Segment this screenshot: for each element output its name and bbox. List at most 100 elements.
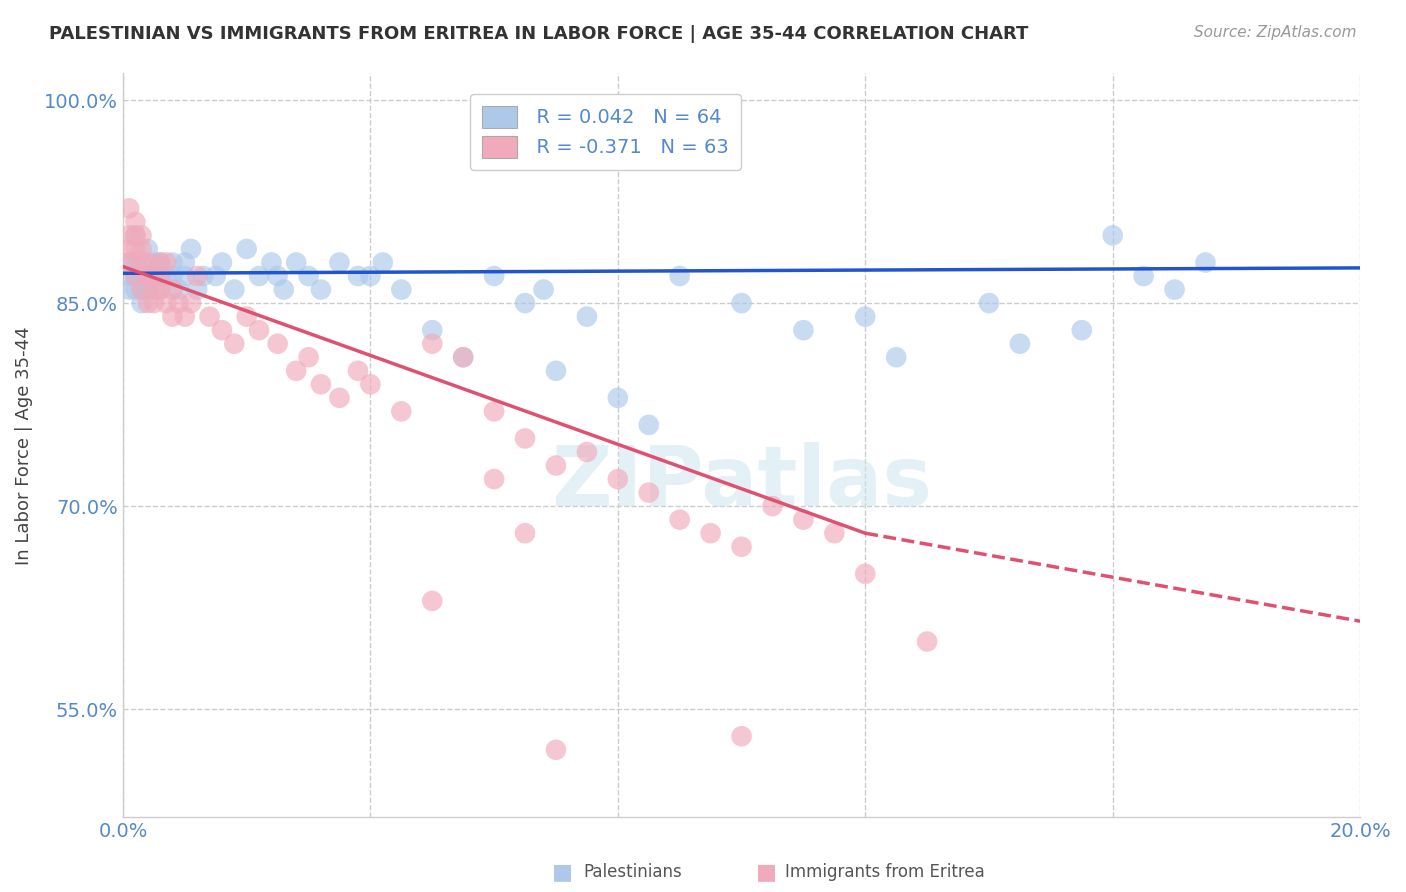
Point: [328, 391, 350, 405]
Point: [149, 268, 172, 283]
Point: [186, 283, 208, 297]
Point: [118, 202, 141, 216]
Point: [285, 255, 308, 269]
Point: [513, 432, 536, 446]
Point: [224, 336, 246, 351]
Point: [977, 296, 1000, 310]
Point: [149, 283, 172, 297]
Point: [347, 364, 370, 378]
Point: [142, 268, 165, 283]
Point: [173, 255, 195, 269]
Point: [513, 296, 536, 310]
Point: [1008, 336, 1031, 351]
Point: [482, 268, 505, 283]
Point: [792, 513, 814, 527]
Point: [142, 283, 165, 297]
Point: [118, 255, 141, 269]
Point: [162, 268, 184, 283]
Point: [136, 255, 159, 269]
Text: ZIPatlas: ZIPatlas: [551, 442, 932, 523]
Point: [347, 268, 370, 283]
Point: [167, 296, 190, 310]
Point: [730, 540, 752, 554]
Text: Immigrants from Eritrea: Immigrants from Eritrea: [785, 863, 984, 881]
Point: [328, 255, 350, 269]
Point: [853, 566, 876, 581]
Point: [131, 296, 153, 310]
Point: [285, 364, 308, 378]
Point: [131, 268, 153, 283]
Point: [224, 283, 246, 297]
Point: [884, 350, 907, 364]
Point: [266, 336, 288, 351]
Point: [482, 472, 505, 486]
Point: [124, 242, 146, 256]
Point: [420, 323, 443, 337]
Point: [668, 513, 690, 527]
Point: [1132, 268, 1154, 283]
Point: [124, 283, 146, 297]
Point: [1163, 283, 1185, 297]
Point: [273, 283, 295, 297]
Point: [297, 268, 319, 283]
Point: [451, 350, 474, 364]
Point: [513, 526, 536, 541]
Point: [124, 268, 146, 283]
Point: [155, 268, 177, 283]
Point: [131, 283, 153, 297]
Point: [247, 323, 270, 337]
Point: [761, 499, 783, 513]
Point: [247, 268, 270, 283]
Point: [1194, 255, 1216, 269]
Point: [792, 323, 814, 337]
Point: [118, 255, 141, 269]
Point: [730, 729, 752, 743]
Point: [118, 268, 141, 283]
Point: [606, 472, 628, 486]
Point: [482, 404, 505, 418]
Point: [1101, 228, 1123, 243]
Point: [131, 255, 153, 269]
Point: [575, 445, 598, 459]
Point: [420, 594, 443, 608]
Point: [637, 485, 659, 500]
Point: [575, 310, 598, 324]
Point: [136, 296, 159, 310]
Point: [389, 404, 412, 418]
Point: [118, 228, 141, 243]
Point: [420, 336, 443, 351]
Point: [155, 296, 177, 310]
Legend:   R = 0.042   N = 64,   R = -0.371   N = 63: R = 0.042 N = 64, R = -0.371 N = 63: [470, 94, 741, 169]
Point: [260, 255, 283, 269]
Point: [118, 242, 141, 256]
Point: [266, 268, 288, 283]
Y-axis label: In Labor Force | Age 35-44: In Labor Force | Age 35-44: [15, 326, 32, 565]
Point: [853, 310, 876, 324]
Point: [142, 296, 165, 310]
Point: [915, 634, 938, 648]
Point: [359, 268, 381, 283]
Point: [451, 350, 474, 364]
Point: [124, 228, 146, 243]
Point: [118, 283, 141, 297]
Point: [162, 310, 184, 324]
Text: ■: ■: [553, 863, 572, 882]
Point: [136, 283, 159, 297]
Point: [131, 228, 153, 243]
Point: [309, 283, 332, 297]
Point: [142, 268, 165, 283]
Point: [359, 377, 381, 392]
Point: [149, 283, 172, 297]
Point: [142, 255, 165, 269]
Point: [730, 296, 752, 310]
Point: [155, 255, 177, 269]
Point: [297, 350, 319, 364]
Point: [124, 228, 146, 243]
Text: Palestinians: Palestinians: [583, 863, 682, 881]
Point: [136, 242, 159, 256]
Point: [149, 255, 172, 269]
Text: ■: ■: [756, 863, 776, 882]
Point: [193, 268, 215, 283]
Point: [136, 268, 159, 283]
Point: [173, 268, 195, 283]
